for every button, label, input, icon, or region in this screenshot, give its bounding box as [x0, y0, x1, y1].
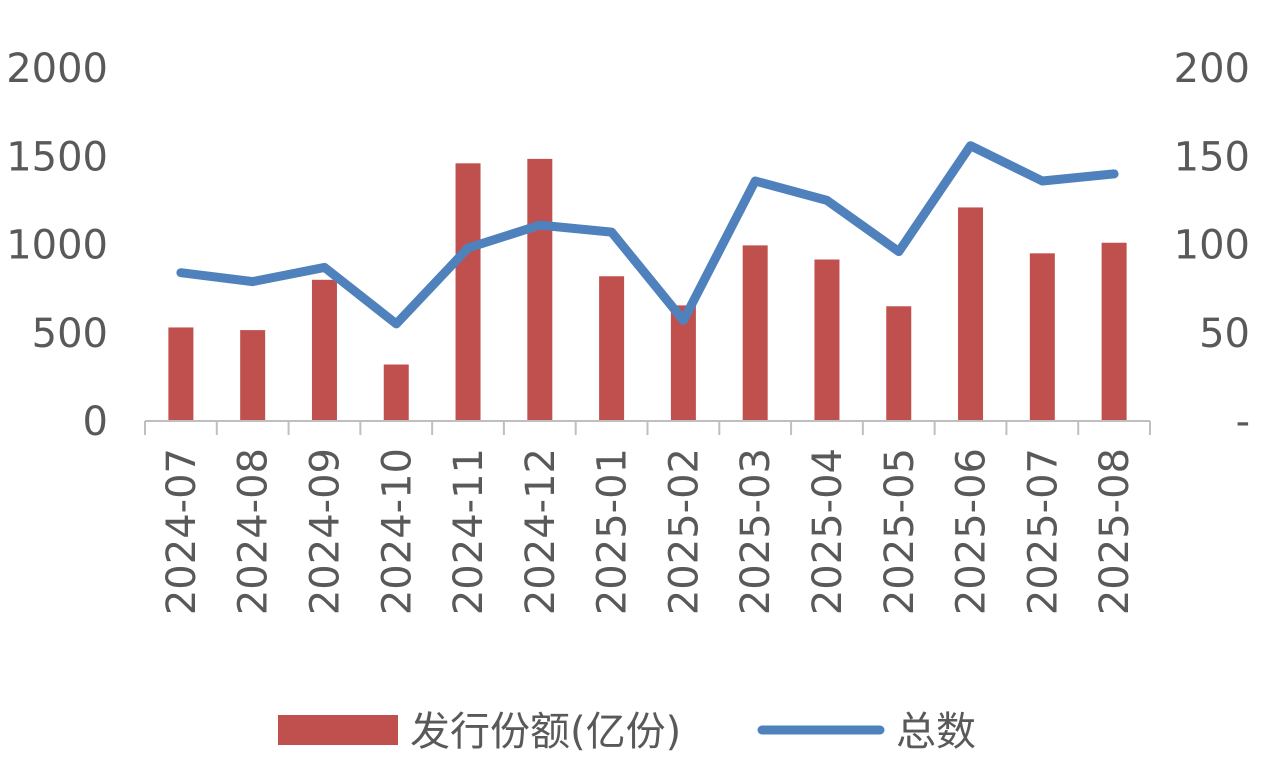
bar — [455, 163, 481, 421]
x-tick-label: 2024-12 — [518, 448, 564, 615]
right-tick-label: 100 — [1174, 223, 1250, 269]
bar — [742, 245, 768, 421]
x-axis-labels: 2024-07 2024-08 2024-09 2024-10 2024-11 2024-… — [159, 448, 1138, 615]
x-tick-label: 2024-10 — [374, 448, 420, 615]
left-axis-ticks: 0 500 1000 1500 2000 — [6, 46, 108, 445]
x-tick-label: 2024-07 — [159, 448, 205, 615]
right-tick-label: 200 — [1174, 46, 1250, 92]
legend-label-line: 总数 — [896, 709, 976, 755]
right-tick-label: 50 — [1199, 311, 1250, 357]
bar — [958, 207, 984, 421]
x-tick-label: 2024-08 — [231, 448, 277, 615]
x-tick-label: 2025-08 — [1092, 448, 1138, 615]
x-tick-label: 2025-07 — [1020, 448, 1066, 615]
bar — [168, 327, 194, 421]
x-tick-label: 2024-11 — [446, 448, 492, 615]
x-tick-label: 2025-04 — [805, 448, 851, 615]
x-axis-ticks — [144, 421, 1151, 435]
legend-swatch-bar — [278, 715, 398, 745]
x-tick-label: 2025-05 — [877, 448, 923, 615]
left-tick-label: 2000 — [6, 46, 108, 92]
bar — [240, 330, 266, 421]
bar — [886, 306, 912, 421]
bar — [814, 259, 840, 421]
bar-series — [168, 158, 1127, 421]
left-tick-label: 500 — [32, 311, 108, 357]
x-tick-label: 2024-09 — [302, 448, 348, 615]
bar — [1101, 242, 1127, 421]
left-tick-label: 1500 — [6, 134, 108, 180]
bar — [383, 364, 409, 421]
x-tick-label: 2025-03 — [733, 448, 779, 615]
bar — [527, 158, 553, 421]
line-series-path — [176, 141, 1119, 329]
legend-label-bar: 发行份额(亿份) — [410, 709, 681, 755]
x-tick-label: 2025-02 — [661, 448, 707, 615]
x-tick-label: 2025-01 — [590, 448, 636, 615]
right-tick-label: - — [1236, 399, 1250, 445]
bar — [599, 276, 625, 421]
right-tick-label: 150 — [1174, 134, 1250, 180]
legend: 发行份额(亿份) 总数 — [278, 709, 976, 755]
bar — [311, 279, 337, 421]
left-tick-label: 0 — [83, 399, 108, 445]
right-axis-ticks: - 50 100 150 200 — [1174, 46, 1250, 445]
left-tick-label: 1000 — [6, 223, 108, 269]
x-tick-label: 2025-06 — [949, 448, 995, 615]
bar — [1029, 253, 1055, 421]
